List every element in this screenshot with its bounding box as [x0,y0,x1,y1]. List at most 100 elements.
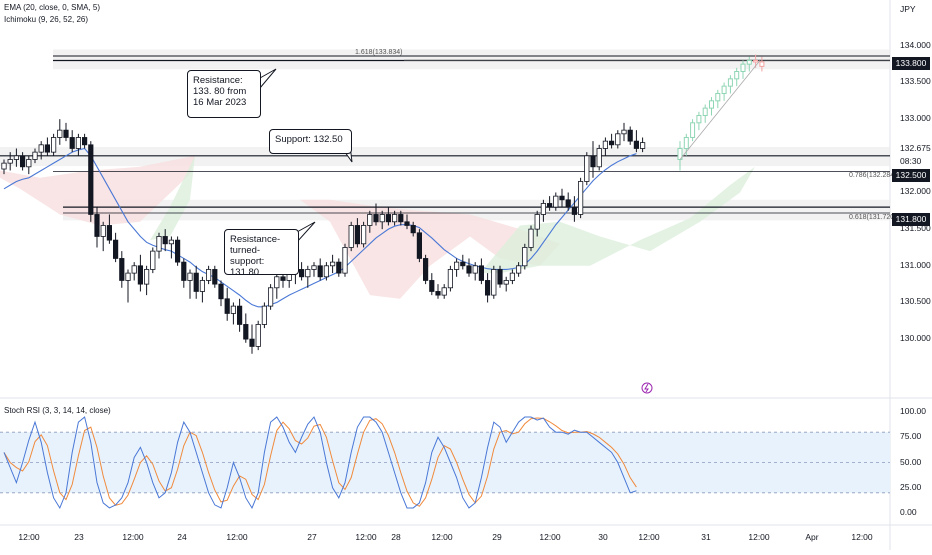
candle-body [447,269,454,289]
stoch-k-line [3,416,637,510]
candle-body [336,261,342,274]
fib-0618-label: 0.618(131.720) [849,214,897,221]
candle-body [584,155,590,182]
stoch-rsi-indicator-label[interactable]: Stoch RSI (3, 3, 14, 14, close) [4,406,111,415]
candle-body [7,159,13,164]
time-tick-label: 12:00 [638,532,660,542]
ema-indicator-label[interactable]: EMA (20, close, 0, SMA, 5) [4,3,101,12]
candle-body [181,261,187,281]
candle-body [317,265,323,278]
candle-body [354,225,361,245]
candle-body [602,140,609,149]
time-tick-label: 12:00 [851,532,873,542]
rts-zone [63,199,890,221]
candle-body [44,144,51,153]
candle-body [522,247,528,267]
candle-body [640,142,646,149]
ichimoku-indicator-label[interactable]: Ichimoku (9, 26, 52, 26) [4,15,89,24]
stoch-tick-label: 0.00 [900,507,917,517]
candle-body [88,144,94,215]
price-tick-label: 134.000 [900,39,931,50]
time-tick-label: 12:00 [226,532,248,542]
candle-body [540,203,547,215]
resistance-callout[interactable]: Resistance: 133. 80 from 16 Mar 2023 [187,70,261,118]
support-callout[interactable]: Support: 132.50 [269,129,352,154]
candle-body [404,221,410,226]
level-tag-131800: 131.800 [892,213,930,226]
candle-body [435,291,441,296]
candle-body [559,195,565,201]
stoch-tick-label: 100.00 [900,406,926,416]
projection-body [702,107,708,116]
candle-body [106,225,112,241]
time-tick-label: Apr [805,532,819,542]
level-tag-132500: 132.500 [892,169,930,182]
time-tick-label: 28 [391,532,401,542]
candle-body [391,214,398,223]
candle-body [243,324,249,340]
candle-body [63,129,69,138]
fib-1618-label: 1.618(133.834) [355,49,403,56]
candle-body [478,265,485,281]
candle-body [261,305,268,325]
ichimoku-cloud-bearish-1 [0,155,195,226]
candle-body [429,280,435,292]
candle-body [38,144,44,153]
candle-body [274,276,280,289]
candle-body [534,214,540,230]
candle-body [224,298,230,314]
price-tick-label: 132.000 [900,186,931,197]
candle-body [329,261,336,267]
candle-body [571,206,578,215]
candle-body [298,269,305,278]
candle-body [26,159,32,168]
projection-body [740,63,746,72]
candle-body [360,225,367,245]
candle-body [466,265,472,274]
time-tick-label: 12:00 [355,532,377,542]
candle-body [94,214,100,237]
countdown-label: 08:30 [900,156,922,166]
time-tick-label: 12:00 [122,532,144,542]
support-zone [0,147,890,167]
projection-body [709,100,714,109]
candle-body [174,239,181,263]
candle-body [143,269,150,285]
projection-body [759,61,765,67]
projection-body [715,92,721,102]
currency-label: JPY [900,4,916,14]
projection-body [727,78,733,87]
candle-body [398,214,404,223]
candle-body [51,137,57,153]
projection-body [696,114,702,124]
candle-body [373,214,379,223]
candle-body [267,287,274,307]
resistance-turned-support-callout[interactable]: Resistance-turned-support: 131.80 [224,229,299,278]
candle-body [168,239,174,245]
candle-body [590,155,596,168]
projection-body [753,59,759,63]
candle-body [205,269,212,281]
candle-body [367,214,373,226]
time-tick-label: 23 [74,532,84,542]
candle-body [633,140,640,149]
time-tick-label: 27 [307,532,317,542]
ichimoku-cloud-bearish-2 [300,199,560,299]
stoch-tick-label: 25.00 [900,481,922,492]
candle-body [553,195,559,208]
projection-body [734,70,740,80]
candle-body [385,214,392,223]
projection-body [683,136,689,149]
candle-body [472,265,478,274]
candle-body [156,236,162,252]
candle-body [32,151,38,160]
candle-body [199,280,205,292]
candle-body [453,261,460,270]
lightning-event-icon [641,382,653,394]
stoch-d-line [3,417,637,507]
time-tick-label: 12:00 [18,532,40,542]
resistance-zone [53,49,890,70]
price-tick-label: 130.500 [900,296,931,307]
candle-body [528,228,534,248]
candle-body [100,225,106,237]
